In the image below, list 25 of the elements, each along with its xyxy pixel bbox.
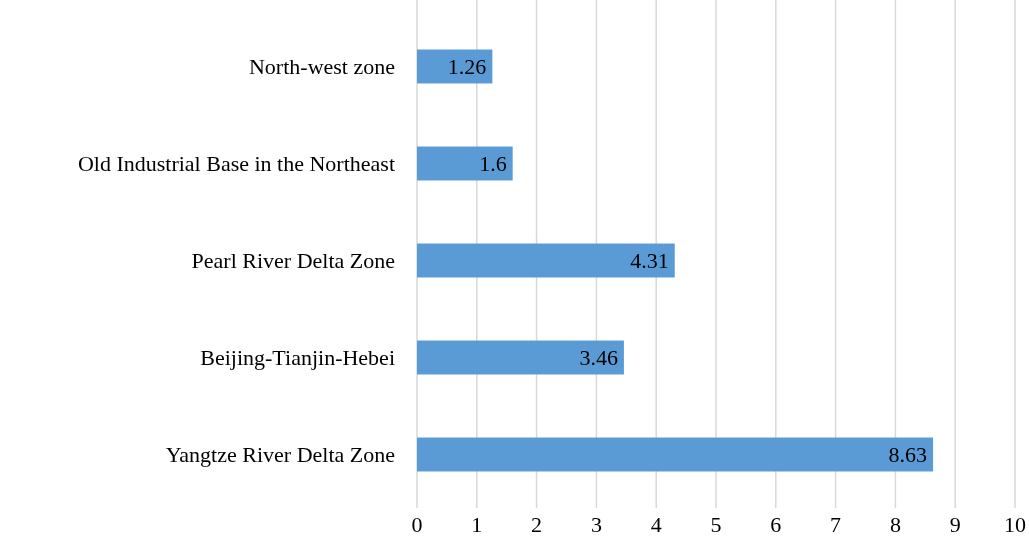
y-tick-label: Pearl River Delta Zone — [191, 248, 395, 274]
x-tick-label: 5 — [710, 512, 722, 537]
y-tick-label: Beijing-Tianjin-Hebei — [200, 345, 395, 371]
y-tick-label: Old Industrial Base in the Northeast — [77, 151, 395, 177]
y-tick-label: Yangtze River Delta Zone — [165, 442, 395, 468]
x-tick-label: 3 — [590, 512, 602, 537]
x-tick-label: 0 — [411, 512, 423, 537]
x-tick-label: 8 — [889, 512, 901, 537]
x-tick-label: 6 — [770, 512, 782, 537]
bar — [417, 146, 513, 181]
data-label: 8.63 — [888, 442, 928, 468]
y-tick-label: North-west zone — [248, 54, 395, 80]
data-label: 3.46 — [579, 345, 618, 371]
x-tick-label: 1 — [471, 512, 483, 537]
x-tick-label: 10 — [1004, 512, 1026, 537]
bar — [417, 340, 624, 375]
bar — [417, 243, 675, 278]
data-label: 4.31 — [630, 248, 669, 274]
x-tick-label: 9 — [949, 512, 961, 537]
x-tick-label: 2 — [531, 512, 543, 537]
data-label: 1.26 — [447, 54, 487, 80]
x-tick-label: 7 — [830, 512, 842, 537]
data-label: 1.6 — [479, 151, 507, 177]
x-tick-label: 4 — [650, 512, 662, 537]
bar — [417, 437, 934, 472]
